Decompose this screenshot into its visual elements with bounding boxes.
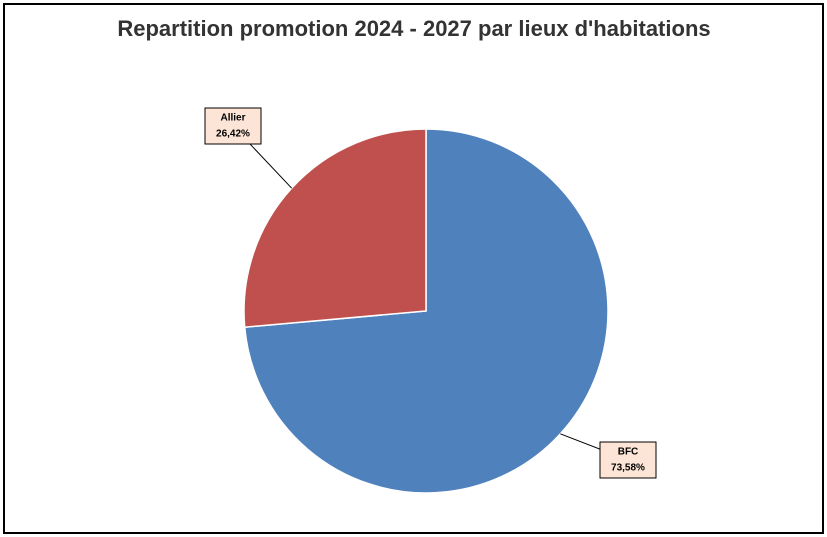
data-label-category: BFC — [618, 447, 639, 458]
data-label-value: 73,58% — [611, 463, 645, 474]
chart-title: Repartition promotion 2024 - 2027 par li… — [117, 16, 710, 41]
data-label-box — [599, 441, 657, 479]
data-label-category: Allier — [220, 113, 245, 124]
data-label-box — [204, 107, 262, 145]
data-label-value: 26,42% — [216, 129, 250, 140]
pie-slice — [243, 128, 427, 329]
